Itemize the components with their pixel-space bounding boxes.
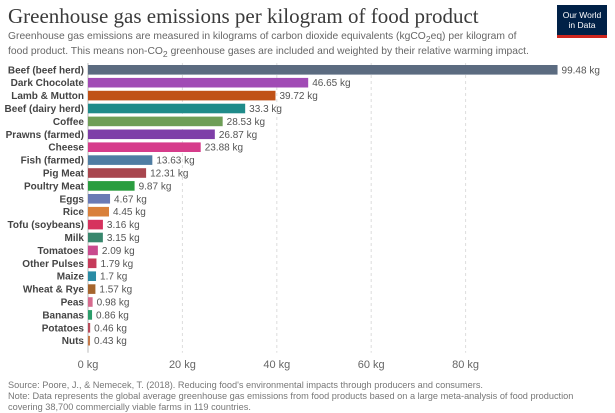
- value-label: 0.46 kg: [94, 323, 127, 334]
- value-label: 13.63 kg: [156, 156, 194, 167]
- value-label: 1.7 kg: [100, 272, 127, 283]
- bar[interactable]: [88, 194, 111, 204]
- subtitle-subscript-1: 2: [425, 34, 431, 45]
- value-label: 23.88 kg: [205, 143, 243, 154]
- bar[interactable]: [88, 90, 276, 101]
- value-label: 33.3 kg: [249, 104, 282, 115]
- x-tick-label: 0 kg: [78, 359, 99, 371]
- bar[interactable]: [88, 245, 98, 256]
- category-label: Coffee: [53, 117, 85, 128]
- logo-line-2: in Data: [568, 20, 596, 30]
- category-label: Pig Meat: [43, 169, 85, 180]
- category-label: Dark Chocolate: [11, 78, 85, 89]
- bar[interactable]: [88, 206, 110, 217]
- category-label: Eggs: [60, 194, 85, 205]
- category-label: Tomatoes: [38, 246, 85, 257]
- bar[interactable]: [88, 142, 201, 152]
- source-note[interactable]: Source: Poore, J., & Nemecek, T. (2018).…: [8, 380, 483, 390]
- category-label: Bananas: [42, 310, 84, 321]
- value-label: 4.45 kg: [113, 207, 146, 218]
- category-label: Milk: [65, 233, 85, 244]
- subtitle-text-1: Greenhouse gas emissions are measured in…: [8, 31, 426, 42]
- value-label: 2.09 kg: [102, 246, 135, 257]
- x-tick-label: 60 kg: [358, 359, 385, 371]
- value-label: 26.87 kg: [219, 130, 257, 141]
- bar[interactable]: [88, 258, 97, 269]
- category-label: Tofu (soybeans): [8, 220, 84, 231]
- bar[interactable]: [88, 129, 215, 140]
- x-tick-label: 80 kg: [452, 359, 479, 371]
- category-label: Wheat & Rye: [23, 285, 85, 296]
- x-tick-label: 40 kg: [263, 359, 290, 371]
- chart-footer: Source: Poore, J., & Nemecek, T. (2018).…: [8, 380, 608, 413]
- category-label: Other Pulses: [22, 259, 84, 270]
- value-label: 0.86 kg: [96, 310, 129, 321]
- value-label: 4.67 kg: [114, 194, 147, 205]
- bar[interactable]: [88, 116, 223, 127]
- bar[interactable]: [88, 65, 558, 75]
- category-label: Cheese: [48, 143, 84, 154]
- value-label: 3.15 kg: [107, 233, 140, 244]
- value-label: 99.48 kg: [562, 65, 600, 76]
- value-label: 0.98 kg: [97, 298, 130, 309]
- chart-subtitle: Greenhouse gas emissions are measured in…: [8, 31, 538, 60]
- subtitle-subscript-2: 2: [162, 48, 168, 59]
- bar[interactable]: [88, 155, 153, 165]
- value-label: 9.87 kg: [139, 181, 172, 192]
- bar[interactable]: [88, 219, 103, 230]
- subtitle-text-3: greenhouse gases are included and weight…: [167, 45, 529, 57]
- our-world-in-data-logo[interactable]: Our World in Data: [557, 5, 607, 38]
- bar[interactable]: [88, 168, 147, 178]
- value-label: 3.16 kg: [107, 220, 140, 231]
- value-label: 1.79 kg: [100, 259, 133, 270]
- bar[interactable]: [88, 232, 103, 243]
- value-label: 39.72 kg: [279, 91, 317, 102]
- category-label: Peas: [61, 298, 85, 309]
- category-label: Potatoes: [42, 323, 85, 334]
- x-tick-label: 20 kg: [169, 359, 196, 371]
- bar[interactable]: [88, 310, 93, 320]
- bar[interactable]: [88, 297, 93, 307]
- category-label: Poultry Meat: [24, 181, 85, 192]
- value-label: 0.43 kg: [94, 336, 127, 347]
- value-label: 12.31 kg: [150, 169, 188, 180]
- category-label: Nuts: [62, 336, 85, 347]
- bar[interactable]: [88, 284, 96, 294]
- category-label: Beef (dairy herd): [5, 104, 84, 115]
- category-label: Fish (farmed): [21, 156, 84, 167]
- bar[interactable]: [88, 77, 309, 88]
- chart-title: Greenhouse gas emissions per kilogram of…: [8, 4, 479, 28]
- data-note: Note: Data represents the global average…: [8, 391, 574, 412]
- value-label: 1.57 kg: [99, 285, 132, 296]
- category-label: Rice: [63, 207, 85, 218]
- category-label: Maize: [57, 272, 85, 283]
- logo-line-1: Our World: [562, 10, 602, 20]
- bar[interactable]: [88, 181, 135, 191]
- category-label: Lamb & Mutton: [11, 91, 84, 102]
- subtitle-text-2: eq) per kilogram of food product. This m…: [8, 31, 517, 57]
- bar[interactable]: [88, 323, 91, 333]
- category-label: Beef (beef herd): [8, 65, 84, 76]
- bar[interactable]: [88, 271, 97, 281]
- category-label: Prawns (farmed): [6, 130, 84, 141]
- bar[interactable]: [88, 103, 246, 114]
- value-label: 46.65 kg: [312, 78, 350, 89]
- bar[interactable]: [88, 335, 91, 346]
- value-label: 28.53 kg: [227, 117, 265, 128]
